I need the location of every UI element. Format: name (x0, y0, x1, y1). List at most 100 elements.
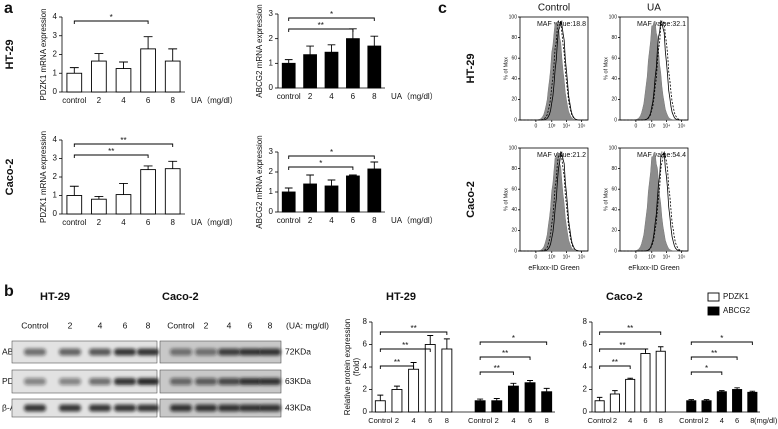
bar (640, 353, 651, 413)
x-tick-label: Control (368, 416, 393, 425)
bar (66, 195, 83, 215)
x-axis-label: eFluxx-ID Green (528, 265, 579, 272)
x-tick-label: 6 (643, 416, 647, 425)
error-bar (327, 44, 336, 53)
significance-bracket (479, 371, 514, 375)
lane-label: 6 (123, 320, 128, 330)
x-tick-label: 10³ (548, 254, 556, 260)
y-axis-label: % of Max (603, 57, 609, 80)
y-tick-label: 0 (514, 248, 517, 254)
y-tick-label: 3 (269, 147, 274, 156)
x-axis-label: UA（mg/dl） (191, 218, 238, 227)
significance-bracket (379, 348, 431, 352)
x-tick-label: 8 (372, 92, 377, 101)
y-tick-label: 0 (363, 407, 368, 416)
bar (303, 54, 317, 89)
significance-label: * (705, 364, 708, 373)
bar (115, 68, 132, 93)
legend-swatch (707, 292, 720, 302)
blot-band (239, 404, 261, 412)
y-tick-label: 3 (53, 154, 58, 163)
y-tick-label: 80 (511, 166, 517, 172)
bar (303, 183, 317, 213)
y-axis-label: ABCG2 mRNA expression (255, 135, 264, 228)
lane-label: 2 (204, 320, 209, 330)
error-bar (443, 338, 450, 349)
y-tick-label: 3 (269, 9, 274, 18)
significance-bracket (379, 331, 448, 335)
x-tick-label: 0 (634, 123, 637, 129)
bar (140, 169, 156, 215)
x-tick-label: 10⁵ (578, 254, 586, 260)
histogram-fill (620, 20, 688, 121)
error-bar (627, 377, 633, 380)
error-bar (657, 346, 664, 352)
x-tick-label: 10³ (548, 123, 556, 129)
y-tick-label: 40 (511, 76, 517, 82)
y-tick-label: 2 (363, 385, 368, 394)
error-bar (168, 160, 178, 169)
x-tick-label: Control (468, 416, 493, 425)
significance-label: ** (494, 364, 500, 373)
lane-label: Control (21, 320, 49, 330)
blot-band (170, 378, 192, 385)
error-bar (493, 398, 500, 401)
blot-band (218, 348, 240, 356)
y-tick-label: 60 (511, 187, 517, 193)
significance-bracket (73, 154, 149, 158)
bar (367, 168, 382, 213)
chart-title: HT-29 (386, 291, 416, 303)
row-label: Caco-2 (4, 159, 16, 196)
size-label: 43KDa (285, 402, 311, 412)
y-tick-label: 100 (509, 145, 518, 151)
significance-bracket (690, 371, 723, 375)
x-tick-label: 10⁴ (663, 254, 671, 260)
x-tick-label: Control (679, 416, 704, 425)
x-tick-label: 10⁴ (563, 254, 571, 260)
x-tick-label: 10⁴ (563, 123, 571, 129)
lane-label: 2 (68, 320, 73, 330)
error-bar (703, 399, 710, 401)
x-tick-label: 10³ (648, 254, 656, 260)
panel-label: c (438, 0, 447, 17)
bar (115, 194, 132, 215)
blot-band (114, 378, 136, 385)
bar (391, 389, 403, 413)
x-axis-unit: (mg/dl) (754, 416, 778, 425)
significance-bracket (599, 331, 662, 335)
significance-bracket (288, 17, 375, 21)
panel-label: a (4, 0, 13, 17)
bar (441, 348, 453, 413)
x-tick-label: 0 (634, 254, 637, 260)
x-axis-label: UA（mg/dl） (391, 216, 438, 225)
bar (164, 168, 181, 215)
y-tick-label: 100 (609, 14, 618, 20)
significance-bracket (479, 341, 548, 345)
y-axis-label: ABCG2 mRNA expression (255, 4, 264, 97)
blot-band (170, 404, 192, 412)
y-tick-label: 80 (511, 35, 517, 41)
x-tick-label: 4 (121, 218, 126, 227)
blot-band (89, 348, 111, 356)
y-tick-label: 0 (583, 407, 588, 416)
x-tick-label: 2 (495, 416, 499, 425)
error-bar (370, 161, 379, 169)
blot-band (218, 378, 240, 385)
row-label: HT-29 (4, 40, 16, 70)
y-tick-label: 6 (583, 340, 588, 349)
significance-label: ** (318, 21, 324, 30)
significance-bracket (288, 155, 375, 159)
bar (408, 368, 420, 413)
significance-label: * (720, 334, 723, 343)
y-tick-label: 0 (614, 248, 617, 254)
y-tick-label: 2 (269, 34, 274, 43)
column-label: Control (538, 3, 570, 14)
bar (164, 60, 181, 93)
y-tick-label: 0 (514, 117, 517, 123)
significance-bracket (690, 341, 753, 345)
significance-bracket (479, 356, 531, 360)
y-tick-label: 20 (511, 97, 517, 103)
y-tick-label: 100 (509, 14, 518, 20)
y-tick-label: 1 (53, 68, 58, 77)
